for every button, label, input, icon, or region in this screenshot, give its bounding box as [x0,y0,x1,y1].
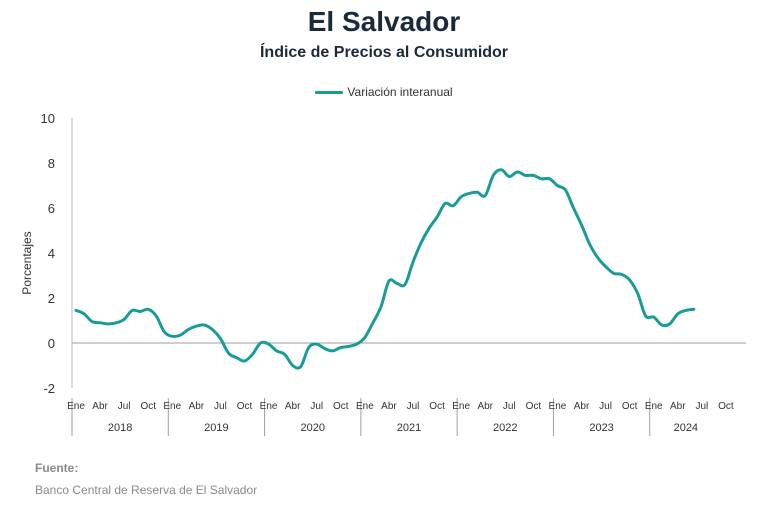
x-month-tick-label: Ene [645,401,663,412]
x-month-tick-label: Ene [260,401,278,412]
source-text: Banco Central de Reserva de El Salvador [35,483,258,497]
x-month-tick-label: Oct [333,401,349,412]
x-month-tick-label: Abr [189,401,205,412]
x-month-tick-label: Ene [163,401,181,412]
legend-label: Variación interanual [347,85,453,99]
x-year-label: 2019 [204,422,228,434]
chart-title: El Salvador [307,6,461,37]
x-month-tick-label: Abr [285,401,301,412]
series-line-variacion-interanual [74,168,696,370]
y-tick-label: 2 [48,291,55,306]
legend: Variación interanual [0,85,768,99]
source-label: Fuente: [35,461,79,475]
y-tick-label: 8 [48,156,55,171]
y-tick-label: 6 [48,201,55,216]
x-month-tick-label: Jul [599,401,612,412]
x-month-tick-label: Jul [407,401,420,412]
x-month-tick-label: Oct [526,401,542,412]
x-month-tick-label: Abr [92,401,108,412]
x-month-tick-label: Abr [574,401,590,412]
x-month-tick-label: Jul [214,401,227,412]
y-tick-label: 4 [48,246,55,261]
x-year-label: 2021 [397,422,421,434]
x-month-tick-label: Abr [670,401,686,412]
x-month-tick-label: Abr [381,401,397,412]
x-month-tick-label: Jul [118,401,131,412]
x-year-label: 2022 [493,422,517,434]
x-year-label: 2020 [300,422,324,434]
x-month-tick-label: Abr [477,401,493,412]
x-month-tick-label: Ene [549,401,567,412]
chart-subtitle: Índice de Precios al Consumidor [259,44,509,61]
x-month-tick-label: Oct [622,401,638,412]
x-month-tick-label: Oct [429,401,445,412]
x-month-tick-label: Jul [503,401,516,412]
x-year-label: 2018 [108,422,132,434]
x-month-tick-label: Ene [356,401,374,412]
x-month-tick-label: Jul [310,401,323,412]
x-month-tick-label: Jul [695,401,708,412]
y-tick-label: 10 [41,111,55,126]
x-month-tick-label: Oct [140,401,156,412]
y-tick-label: 0 [48,336,55,351]
x-year-label: 2023 [589,422,613,434]
x-year-label: 2024 [674,422,698,434]
y-tick-label: -2 [43,381,55,396]
legend-line-swatch [315,91,344,95]
x-month-tick-label: Oct [237,401,253,412]
y-axis-title: Porcentajes [20,231,34,294]
x-month-tick-label: Oct [718,401,734,412]
x-month-tick-label: Ene [452,401,470,412]
x-month-tick-label: Ene [67,401,85,412]
